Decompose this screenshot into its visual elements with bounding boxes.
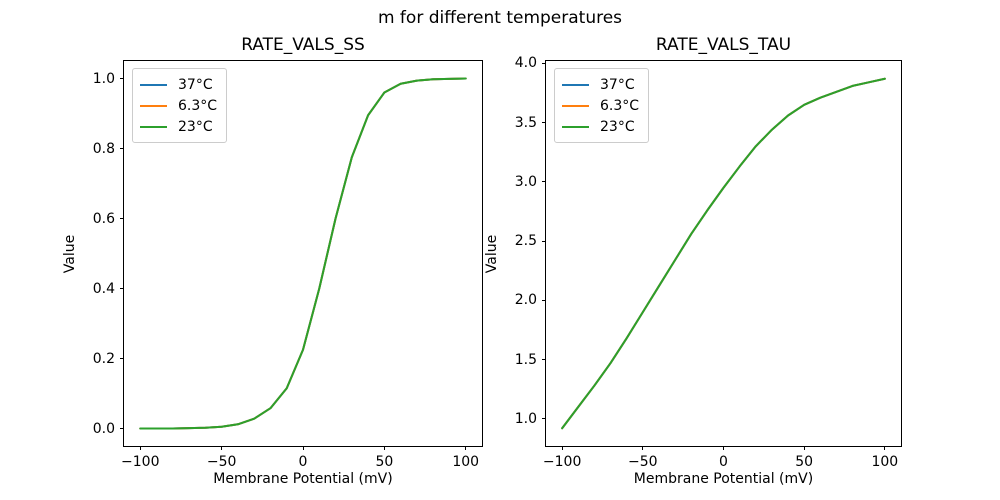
subplot-title: RATE_VALS_TAU	[655, 35, 792, 55]
x-tick-mark	[723, 446, 724, 450]
figure-suptitle: m for different temperatures	[377, 8, 623, 28]
x-tick-mark	[642, 446, 644, 450]
legend-label: 6.3°C	[600, 97, 640, 114]
legend-line-icon	[140, 83, 167, 86]
series-line-23c	[139, 77, 467, 430]
x-tick-mark	[302, 446, 304, 450]
subplot-rate-vals-ss: RATE_VALS_SS Membrane Potential (mV) Val…	[62, 35, 483, 487]
legend-item-6.3c: 6.3°C	[140, 95, 217, 116]
y-tick-label: 3.0	[514, 173, 537, 190]
y-tick-label: 2.5	[514, 233, 537, 250]
y-tick-mark	[542, 299, 546, 301]
y-tick-mark	[542, 122, 546, 124]
x-tick-label: −100	[121, 454, 160, 470]
x-tick-mark	[561, 446, 563, 450]
x-tick-label: −50	[206, 454, 237, 470]
legend-label: 23°C	[178, 118, 213, 135]
series-line-23c	[561, 77, 886, 430]
y-tick-label: 0.4	[92, 280, 115, 297]
x-tick-mark	[803, 446, 805, 450]
y-tick-label: 3.5	[514, 114, 537, 131]
x-tick-mark	[884, 446, 886, 450]
subplot-rate-vals-tau: RATE_VALS_TAU Membrane Potential (mV) Va…	[484, 35, 902, 487]
x-tick-mark	[139, 446, 141, 450]
legend-line-icon	[140, 104, 167, 107]
legend-label: 37°C	[600, 76, 635, 93]
legend: 37°C 6.3°C 23°C	[132, 68, 228, 143]
x-tick-mark	[383, 446, 385, 450]
x-tick-label: 0	[719, 454, 728, 470]
y-tick-label: 0.0	[92, 420, 115, 437]
y-tick-label: 0.6	[92, 210, 115, 227]
x-tick-label: 100	[452, 454, 480, 470]
legend-item-6.3c: 6.3°C	[562, 95, 639, 116]
y-tick-label: 1.0	[92, 70, 115, 87]
x-axis-label: Membrane Potential (mV)	[633, 471, 814, 487]
legend-line-icon	[562, 125, 589, 128]
y-tick-label: 4.0	[514, 55, 537, 72]
y-tick-label: 0.2	[92, 350, 115, 367]
y-tick-mark	[120, 428, 124, 429]
x-tick-mark	[221, 446, 223, 450]
legend-item-23c: 23°C	[562, 116, 639, 137]
y-axis-label: Value	[62, 234, 78, 273]
subplot-title: RATE_VALS_SS	[241, 35, 365, 55]
legend-label: 23°C	[600, 118, 635, 135]
y-tick-label: 1.0	[514, 410, 537, 427]
x-tick-mark	[465, 446, 467, 450]
x-tick-label: −50	[628, 454, 658, 470]
y-tick-mark	[542, 62, 546, 64]
legend-line-icon	[140, 125, 167, 128]
x-axis-label: Membrane Potential (mV)	[213, 471, 393, 487]
x-tick-label: 0	[298, 454, 308, 470]
x-tick-label: −100	[542, 454, 582, 470]
legend-label: 6.3°C	[178, 97, 218, 114]
y-tick-mark	[542, 418, 546, 420]
legend: 37°C 6.3°C 23°C	[554, 68, 650, 143]
y-tick-label: 2.0	[514, 292, 537, 309]
legend-line-icon	[562, 104, 589, 107]
y-tick-label: 0.8	[92, 140, 115, 157]
legend-item-37c: 37°C	[140, 74, 217, 95]
x-tick-label: 50	[795, 454, 814, 470]
y-tick-label: 1.5	[514, 351, 537, 368]
legend-label: 37°C	[178, 76, 213, 93]
y-tick-mark	[542, 181, 546, 183]
y-tick-mark	[120, 218, 124, 219]
y-tick-mark	[120, 358, 124, 359]
y-tick-mark	[542, 240, 546, 242]
legend-item-37c: 37°C	[562, 74, 639, 95]
plot-canvas	[139, 77, 467, 430]
y-tick-mark	[120, 288, 124, 289]
legend-line-icon	[562, 83, 589, 86]
legend-item-23c: 23°C	[140, 116, 217, 137]
y-tick-mark	[120, 78, 124, 79]
y-tick-mark	[120, 148, 124, 149]
y-tick-mark	[542, 359, 546, 361]
x-tick-label: 100	[871, 454, 899, 470]
x-tick-label: 50	[375, 454, 394, 470]
plot-canvas	[561, 77, 886, 430]
